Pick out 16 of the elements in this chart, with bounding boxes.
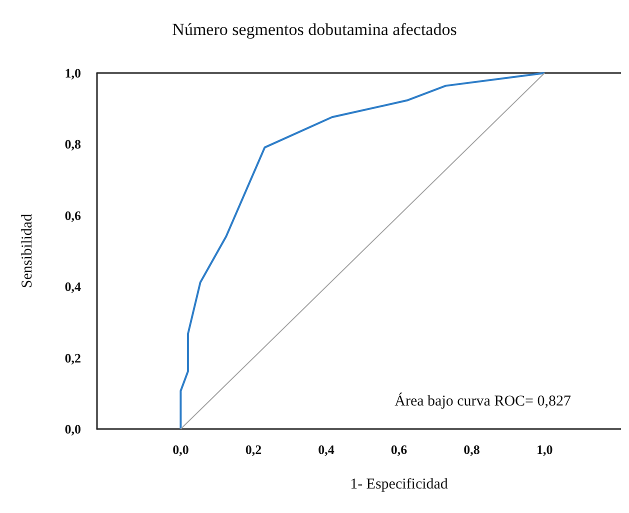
y-tick-label: 0,8 [64, 136, 82, 152]
annotation: Área bajo curva ROC= 0,827 [394, 392, 572, 410]
chart-title: Número segmentos dobutamina afectados [172, 20, 457, 39]
x-tick-label: 0,0 [172, 442, 189, 457]
x-axis-title: 1- Especificidad [350, 476, 448, 492]
y-tick-label: 0,4 [64, 279, 82, 294]
y-tick-label: 0,0 [64, 422, 81, 436]
x-tick-label: 1,0 [536, 442, 553, 457]
x-tick-label: 0,8 [464, 442, 480, 457]
x-tick-label: 0,2 [245, 442, 262, 457]
y-tick-label: 0,6 [64, 208, 82, 223]
x-tick-label: 0,6 [390, 442, 408, 457]
y-axis-title: Sensibilidad [20, 213, 36, 288]
x-tick-label: 0,4 [318, 442, 335, 457]
y-tick-label: 0,2 [64, 350, 81, 366]
y-tick-label: 1,0 [64, 66, 81, 80]
